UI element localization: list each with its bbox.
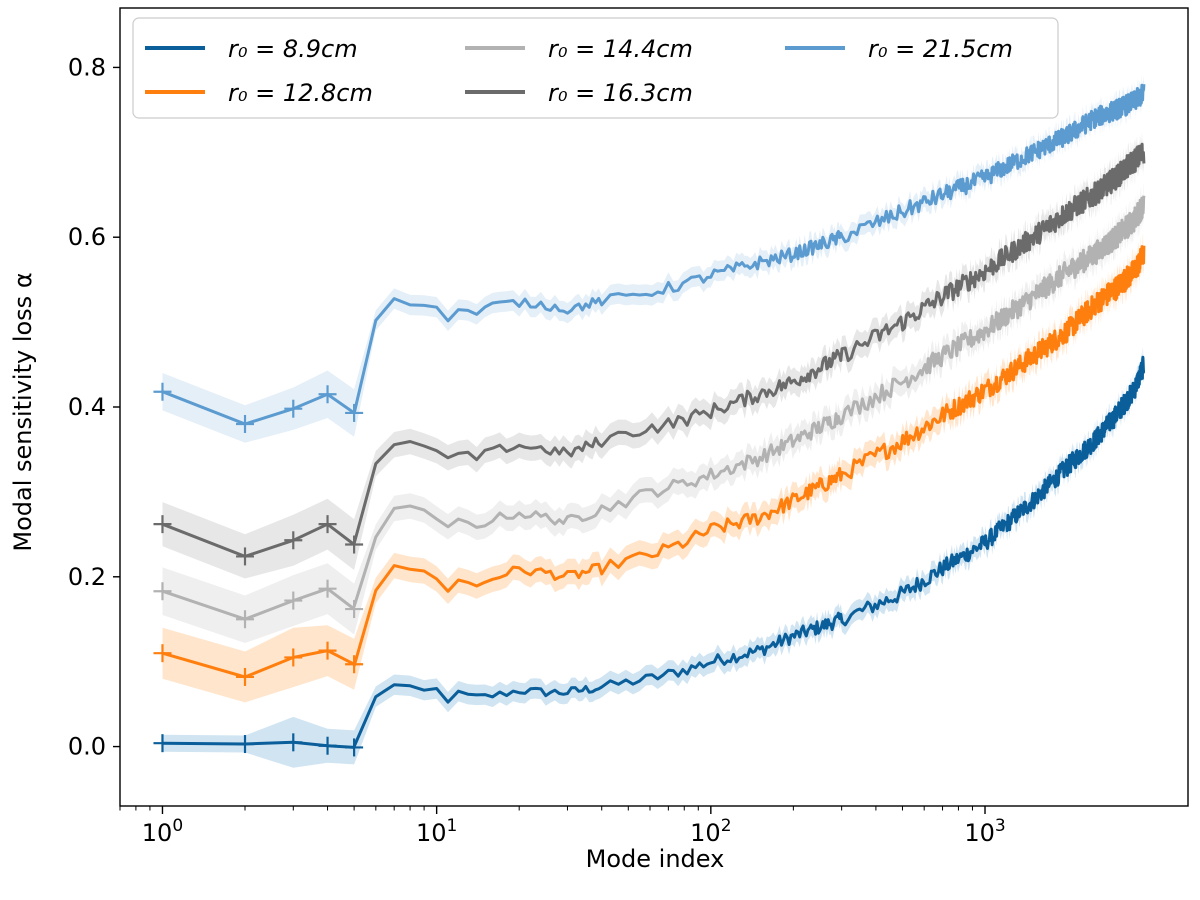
series-3-marker-2 <box>236 610 255 629</box>
series-2-marker-3 <box>284 648 303 667</box>
series-4-marker-1 <box>153 515 172 534</box>
x-minor-ticks <box>119 806 973 811</box>
series-5-line <box>352 83 1146 414</box>
legend-label: r₀ = 12.8cm <box>228 79 373 107</box>
series-2-marker-2 <box>236 667 255 686</box>
series-3-marker-3 <box>284 591 303 610</box>
x-tick-label-1: 100 <box>142 816 183 847</box>
series-1-marker-5 <box>345 738 364 757</box>
x-axis-label: Mode index <box>586 845 725 873</box>
series-5 <box>153 74 1146 443</box>
series-1-marker-1 <box>153 734 172 753</box>
legend-label: r₀ = 16.3cm <box>548 79 693 107</box>
series-2-marker-4 <box>318 641 337 660</box>
legend-item-1: r₀ = 8.9cm <box>145 35 358 63</box>
y-tick-label-1: 0.0 <box>68 733 106 761</box>
y-tick-label-5: 0.8 <box>68 53 106 81</box>
legend-label: r₀ = 8.9cm <box>228 35 358 63</box>
series-1-marker-3 <box>284 733 303 752</box>
series-1 <box>153 347 1146 768</box>
series-4-line <box>352 142 1146 544</box>
x-tick-label-4: 103 <box>964 816 1005 847</box>
legend-label: r₀ = 14.4cm <box>548 35 693 63</box>
series-4 <box>153 131 1146 579</box>
legend-label: r₀ = 21.5cm <box>868 35 1013 63</box>
series-4-marker-2 <box>236 547 255 566</box>
series-5-marker-1 <box>153 382 172 401</box>
y-tick-label-4: 0.6 <box>68 223 106 251</box>
series-4-marker-4 <box>318 515 337 534</box>
series-2-line <box>352 245 1146 667</box>
x-tick-label-3: 102 <box>690 816 731 847</box>
series-4-marker-3 <box>284 531 303 550</box>
series-1-line <box>352 355 1146 748</box>
series-5-confidence-band <box>162 74 1144 443</box>
legend-box <box>132 17 1059 119</box>
legend-item-3: r₀ = 14.4cm <box>465 35 693 63</box>
series-1-marker-4 <box>318 736 337 755</box>
series-3-line <box>352 195 1146 607</box>
y-tick-label-3: 0.4 <box>68 393 106 421</box>
series-5-marker-3 <box>284 399 303 418</box>
series-5-marker-4 <box>318 385 337 404</box>
series-1-marker-2 <box>236 735 255 754</box>
y-tick-label-2: 0.2 <box>68 563 106 591</box>
series-3 <box>153 182 1146 643</box>
series-2-marker-1 <box>153 644 172 663</box>
legend: r₀ = 8.9cm r₀ = 12.8cm r₀ = 14.4cm r₀ = 16.… <box>132 17 1059 119</box>
axes: 0.0 0.2 0.4 0.6 0.8 100 101 102 103 <box>68 7 1189 847</box>
plot-area <box>153 74 1146 768</box>
x-tick-label-2: 101 <box>416 816 457 847</box>
legend-item-4: r₀ = 16.3cm <box>465 79 693 107</box>
legend-item-2: r₀ = 12.8cm <box>145 79 373 107</box>
series-3-marker-4 <box>318 579 337 598</box>
plot-clip-group <box>153 74 1146 768</box>
series-3-marker-1 <box>153 582 172 601</box>
series-4-confidence-band <box>162 131 1144 579</box>
series-5-marker-2 <box>236 414 255 433</box>
series-3-confidence-band <box>162 182 1144 643</box>
legend-item-5: r₀ = 21.5cm <box>785 35 1013 63</box>
y-axis-label: Modal sensitivity loss α <box>9 272 37 551</box>
series-2 <box>153 233 1146 703</box>
series-2-confidence-band <box>162 233 1144 703</box>
